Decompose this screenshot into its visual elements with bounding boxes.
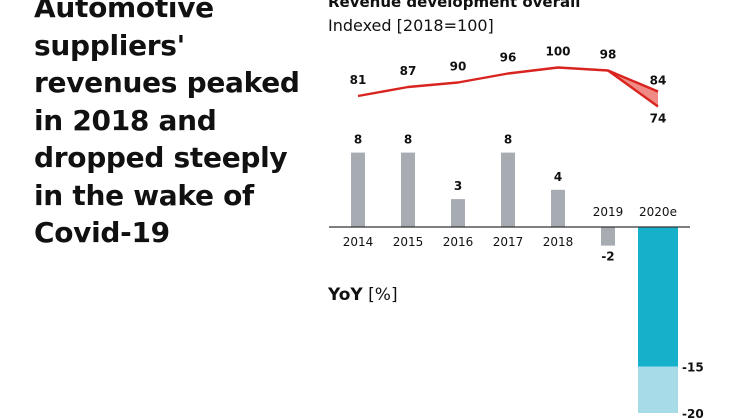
x-label-2014: 2014	[343, 235, 374, 249]
bar-2018	[551, 189, 565, 227]
line-label-2020e: 84	[650, 74, 667, 88]
x-label-2016: 2016	[443, 235, 474, 249]
bar-label-2015: 8	[404, 133, 412, 147]
bar-2014	[351, 152, 365, 227]
bar-label-2020e: -15	[682, 361, 704, 375]
bar-2015	[401, 152, 415, 227]
bar-2019	[601, 227, 615, 246]
line-label-2018: 100	[545, 45, 570, 59]
line-label-2019: 98	[600, 48, 617, 62]
bar-label-extension: -20	[682, 407, 704, 419]
x-label-2017: 2017	[493, 235, 524, 249]
line-label-2020e-low: 74	[650, 112, 667, 126]
bar-extension-2020e	[638, 366, 678, 413]
bar-2017	[501, 152, 515, 227]
bar-label-2019: -2	[601, 250, 614, 264]
x-label-2015: 2015	[393, 235, 424, 249]
headline: Automotive suppliers' revenues peaked in…	[34, 0, 300, 249]
yoy-label-bold: YoY	[328, 285, 363, 305]
x-label-2020e: 2020e	[639, 205, 677, 219]
revenue-line-lower	[607, 69, 659, 108]
line-label-2014: 81	[350, 73, 367, 87]
line-label-2015: 87	[400, 64, 417, 78]
bar-label-2017: 8	[504, 133, 512, 147]
yoy-label: YoY [%]	[328, 285, 398, 305]
line-label-2017: 96	[500, 51, 517, 65]
bar-2020e	[638, 227, 678, 367]
chart-subtitle: Indexed [2018=100]	[328, 16, 494, 35]
bar-2016	[451, 199, 465, 227]
bar-label-2016: 3	[454, 179, 462, 193]
x-label-2019: 2019	[593, 205, 624, 219]
yoy-label-unit: [%]	[368, 285, 398, 305]
bar-label-2018: 4	[554, 170, 562, 184]
x-label-2018: 2018	[543, 235, 574, 249]
line-label-2016: 90	[450, 60, 467, 74]
chart-title: Revenue development overall	[328, 0, 581, 11]
bar-label-2014: 8	[354, 133, 362, 147]
